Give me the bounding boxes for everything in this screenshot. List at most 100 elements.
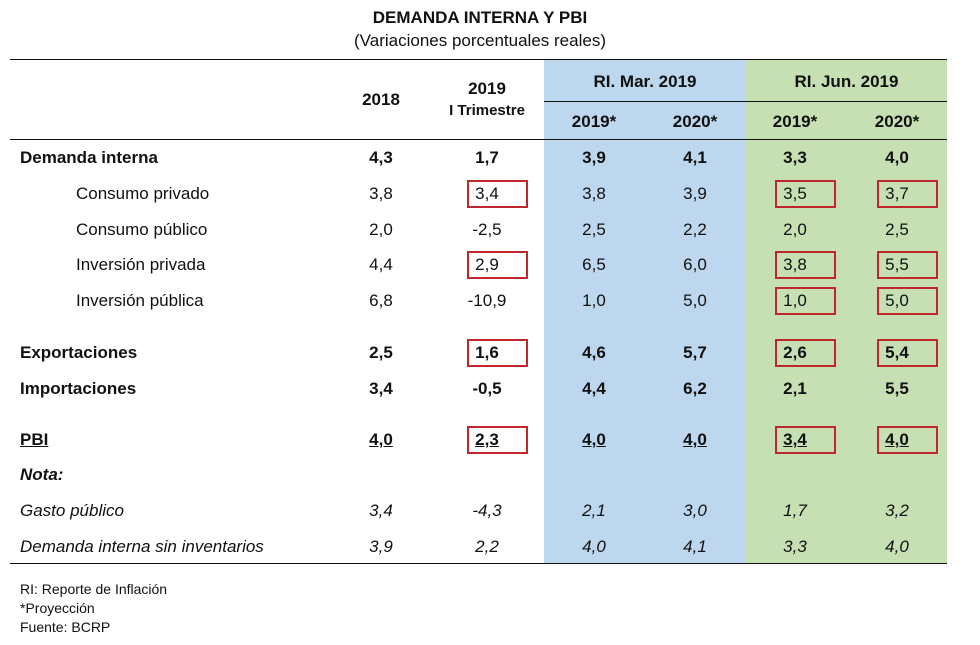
table-cell: 6,5 (582, 255, 606, 274)
row-label: Inversión pública (76, 291, 204, 310)
header-jun-2019: 2019* (772, 112, 818, 131)
table-cell: 1,6 (475, 343, 499, 362)
table-cell: 3,4 (369, 379, 393, 398)
table-cell: 2,1 (783, 379, 807, 398)
highlight-box (775, 287, 836, 315)
table-cell: 3,8 (783, 255, 807, 274)
table-cell: 6,2 (683, 379, 707, 398)
page-subtitle: (Variaciones porcentuales reales) (354, 31, 606, 50)
table-cell: 1,0 (582, 291, 606, 310)
header-2019-subtitle: I Trimestre (449, 102, 525, 119)
highlight-box (877, 287, 938, 315)
highlight-box (467, 251, 528, 279)
table-cell: 5,7 (683, 343, 707, 362)
row-label: PBI (20, 430, 49, 449)
highlight-box (467, 339, 528, 367)
ri-mar-column-background (544, 60, 746, 563)
header-ri-jun: RI. Jun. 2019 (794, 72, 899, 91)
table-cell: -2,5 (472, 220, 502, 239)
header-bottom-rule (10, 139, 947, 140)
header-2018: 2018 (362, 90, 400, 109)
table-cell: 1,0 (783, 291, 807, 310)
table-cell: -4,3 (472, 501, 502, 520)
highlight-box (877, 426, 938, 454)
table-cell: 2,9 (475, 255, 499, 274)
table-cell: 5,0 (885, 291, 909, 310)
table-cell: 4,1 (683, 537, 707, 556)
table-cell: 2,6 (783, 343, 807, 362)
highlight-box (775, 251, 836, 279)
table-cell: 2,5 (582, 220, 606, 239)
row-label: Consumo público (76, 220, 208, 239)
table-cell: 3,5 (783, 184, 807, 203)
table-cell: 4,4 (582, 379, 606, 398)
row-label: Exportaciones (20, 343, 138, 362)
table-cell: 4,0 (885, 537, 909, 556)
table-cell: 2,1 (582, 501, 606, 520)
table-cell: 4,4 (369, 255, 393, 274)
header-mar-2020: 2020* (672, 112, 718, 131)
table-cell: 4,0 (885, 148, 909, 167)
table-cell: 2,2 (683, 220, 707, 239)
table-cell: 3,9 (683, 184, 707, 203)
row-label: Inversión privada (76, 255, 206, 274)
row-label: Gasto público (20, 501, 124, 520)
row-label: Demanda interna (20, 148, 158, 167)
table-cell: 4,0 (683, 430, 707, 449)
table-cell: 4,0 (885, 430, 909, 449)
table-cell: 4,0 (369, 430, 393, 449)
table-cell: 4,0 (582, 430, 606, 449)
page-title: DEMANDA INTERNA Y PBI (372, 8, 588, 27)
table-cell: 3,9 (369, 537, 393, 556)
highlight-box (467, 180, 528, 208)
header-mar-2019: 2019* (571, 112, 617, 131)
table-cell: 6,0 (683, 255, 707, 274)
highlight-box (877, 180, 938, 208)
table-cell: 2,2 (475, 537, 499, 556)
table-cell: 3,4 (783, 430, 807, 449)
header-jun-2020: 2020* (874, 112, 920, 131)
table-cell: 3,9 (582, 148, 606, 167)
highlight-box (467, 426, 528, 454)
group-header-rule (544, 101, 947, 102)
table-cell: -10,9 (467, 291, 507, 310)
table-cell: 1,7 (783, 501, 807, 520)
table-cell: 3,3 (783, 148, 807, 167)
table-cell: 2,0 (783, 220, 807, 239)
row-label: Importaciones (20, 379, 137, 398)
table-cell: 3,7 (885, 184, 909, 203)
highlight-box (877, 251, 938, 279)
table-cell: 3,8 (582, 184, 606, 203)
highlight-box (877, 339, 938, 367)
highlight-box (775, 180, 836, 208)
table-cell: 3,4 (475, 184, 499, 203)
table-top-rule (10, 59, 947, 60)
highlight-box (775, 426, 836, 454)
table-cell: 3,3 (783, 537, 807, 556)
table-cell: 3,2 (885, 501, 909, 520)
table-cell: 4,1 (683, 148, 707, 167)
table-cell: 4,3 (369, 148, 393, 167)
header-ri-mar: RI. Mar. 2019 (593, 72, 697, 91)
table-cell: -0,5 (472, 379, 502, 398)
table-bottom-rule (10, 563, 947, 564)
table-cell: 2,0 (369, 220, 393, 239)
table-cell: 5,4 (885, 343, 909, 362)
header-2019: 2019 (468, 79, 506, 98)
footnote: *Proyección (20, 600, 95, 616)
row-label: Demanda interna sin inventarios (20, 537, 264, 556)
footnote: Fuente: BCRP (20, 619, 111, 635)
table-cell: 1,7 (475, 148, 499, 167)
table-cell: 2,5 (885, 220, 909, 239)
row-label: Consumo privado (76, 184, 210, 203)
table-cell: 2,3 (475, 430, 499, 449)
footnote: RI: Reporte de Inflación (20, 581, 168, 597)
table-cell: 4,6 (582, 343, 606, 362)
table-cell: 6,8 (369, 291, 393, 310)
highlight-box (775, 339, 836, 367)
table-cell: 5,5 (885, 255, 909, 274)
table-cell: 4,0 (582, 537, 606, 556)
ri-jun-column-background (746, 60, 947, 563)
table-cell: 5,0 (683, 291, 707, 310)
table-cell: 2,5 (369, 343, 393, 362)
